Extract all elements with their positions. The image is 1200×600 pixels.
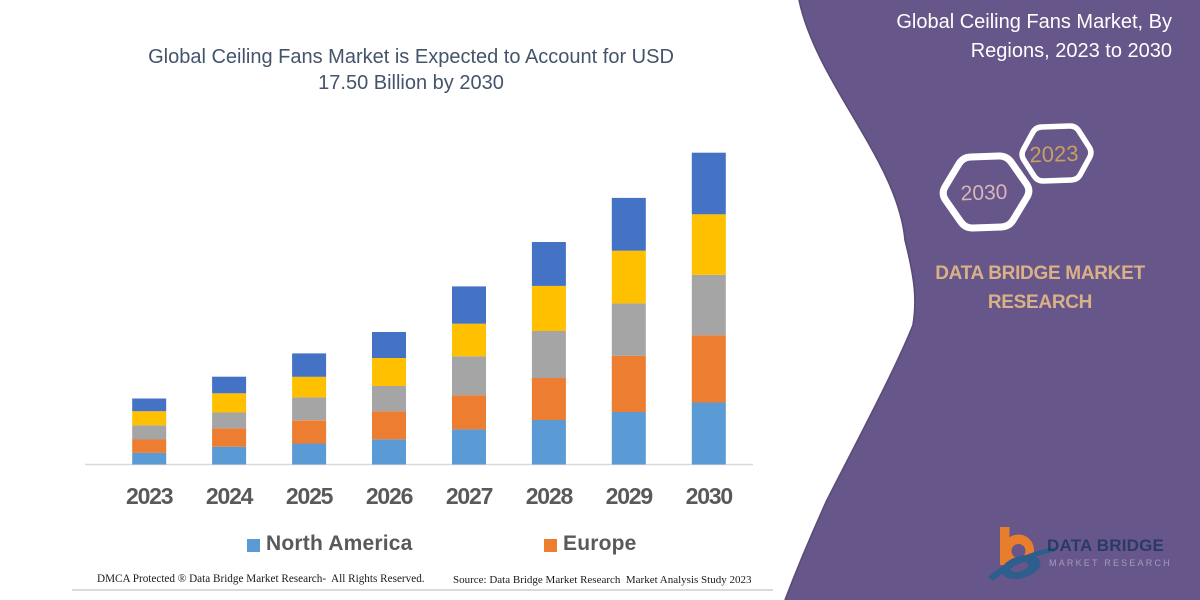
svg-text:2023: 2023: [1029, 141, 1079, 168]
svg-text:2030: 2030: [960, 181, 1007, 206]
